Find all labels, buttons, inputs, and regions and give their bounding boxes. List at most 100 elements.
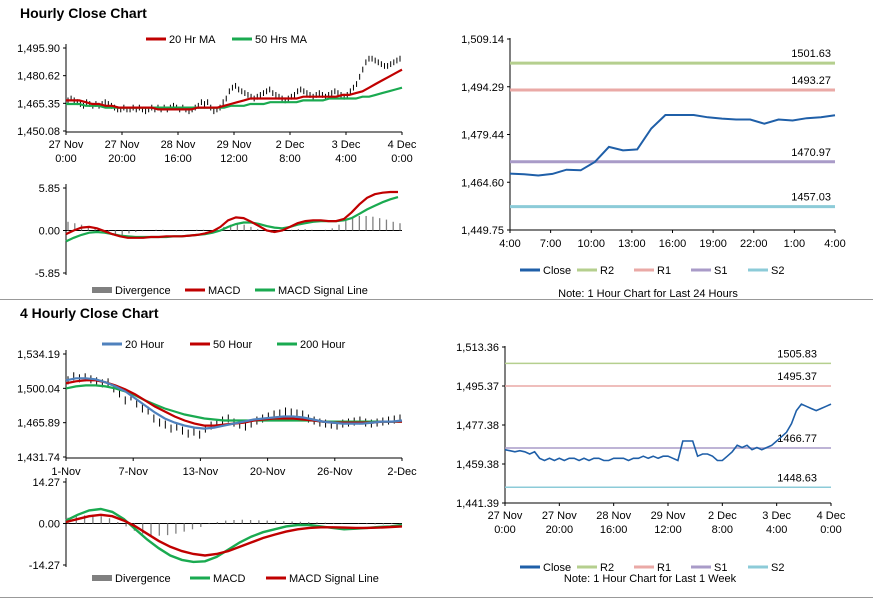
hourly-price-xtick-label: 4 Dec — [388, 139, 417, 151]
hourly-pivots-legend-s1: S1 — [714, 265, 727, 277]
hourly-price-xtick-label: 27 Nov — [49, 139, 84, 151]
hourly-pivots-ytick-label: 1,449.75 — [461, 225, 504, 237]
four-hourly-price-ytick-label: 1,500.04 — [17, 383, 60, 395]
hourly-pivots-legend-s2: S2 — [771, 265, 784, 277]
hourly-price-xtick-label: 3 Dec — [332, 139, 361, 151]
hourly-price-xtick-label: 0:00 — [55, 153, 76, 165]
hourly-pivots-s1-level-label: 1470.97 — [791, 147, 831, 159]
four-hourly-pivots-xtick-label: 4:00 — [766, 524, 787, 536]
hourly-pivots-xtick-label: 7:00 — [540, 238, 561, 250]
four-hourly-pivots-legend-r1: R1 — [657, 562, 671, 574]
hourly-macd-ytick-label: -5.85 — [35, 268, 60, 280]
hourly-pivots-legend-r1: R1 — [657, 265, 671, 277]
four-hourly-pivots-s2-level-label: 1448.63 — [777, 472, 817, 484]
hourly-price-ytick-label: 1,465.35 — [17, 98, 60, 110]
hourly-price-ytick-label: 1,480.62 — [17, 71, 60, 83]
four-hourly-pivots-xtick-label: 29 Nov — [651, 510, 686, 522]
four-hourly-pivots-xtick-label: 0:00 — [494, 524, 515, 536]
hourly-pivots-r1-level-label: 1493.27 — [791, 75, 831, 87]
four-hourly-price-ytick-label: 1,431.74 — [17, 452, 60, 464]
legend-50hr-ma: 50 Hrs MA — [255, 34, 308, 46]
four-hourly-pivots-xtick-label: 8:00 — [712, 524, 733, 536]
four-hourly-pivots-legend-r2: R2 — [600, 562, 614, 574]
hourly-pivots-xtick-label: 1:00 — [784, 238, 805, 250]
four-hourly-price-xtick-label: 1-Nov — [51, 466, 81, 478]
hourly-pivots-s2-level-label: 1457.03 — [791, 192, 831, 204]
hourly-price-xtick-label: 4:00 — [335, 153, 356, 165]
hourly-pivots-xtick-label: 4:00 — [824, 238, 845, 250]
four-hourly-pivots-r1-level-label: 1495.37 — [777, 371, 817, 383]
hourly-pivots-xtick-label: 13:00 — [618, 238, 646, 250]
four-hourly-macd-ytick-label: -14.27 — [29, 560, 60, 572]
hourly-price-ytick-label: 1,450.08 — [17, 126, 60, 138]
ma-50-line — [66, 86, 403, 109]
four-hourly-pivots-ytick-label: 1,459.38 — [456, 459, 499, 471]
legend-20-hour: 20 Hour — [125, 339, 164, 351]
four-hourly-pivots-legend-s1: S1 — [714, 562, 727, 574]
hourly-pivots-legend-close: Close — [543, 265, 571, 277]
hourly-macd-ytick-label: 5.85 — [39, 183, 60, 195]
macd-line — [65, 190, 398, 239]
hourly-pivots-r2-level-label: 1501.63 — [791, 48, 831, 60]
legend-200-hour: 200 Hour — [300, 339, 346, 351]
hourly-pivots-ytick-label: 1,509.14 — [461, 34, 504, 46]
four-hourly-pivots-xtick-label: 20:00 — [546, 524, 574, 536]
four-hourly-section-title: 4 Hourly Close Chart — [20, 305, 159, 321]
four-hourly-pivots-legend-s2: S2 — [771, 562, 784, 574]
four-hourly-pivots-xtick-label: 16:00 — [600, 524, 628, 536]
four-hourly-pivots-xtick-label: 27 Nov — [542, 510, 577, 522]
four-hourly-pivots-xtick-label: 2 Dec — [708, 510, 737, 522]
hourly-price-xtick-label: 27 Nov — [105, 139, 140, 151]
hourly-pivots-note: Note: 1 Hour Chart for Last 24 Hours — [558, 288, 738, 300]
four-hourly-pivots-r2-level-label: 1505.83 — [777, 348, 817, 360]
hourly-pivots-xtick-label: 19:00 — [699, 238, 727, 250]
hourly-price-xtick-label: 16:00 — [164, 153, 192, 165]
legend-20hr-ma: 20 Hr MA — [169, 34, 216, 46]
four-hourly-pivots-ytick-label: 1,495.37 — [456, 381, 499, 393]
ma-20h-line — [65, 377, 403, 430]
legend-divergence: Divergence — [115, 285, 171, 297]
four-hourly-pivots-xtick-label: 28 Nov — [596, 510, 631, 522]
hourly-section-title: Hourly Close Chart — [20, 5, 147, 21]
four-hourly-pivots-xtick-label: 0:00 — [820, 524, 841, 536]
four-hourly-price-xtick-label: 26-Nov — [317, 466, 353, 478]
four-hourly-macd-ytick-label: 14.27 — [32, 477, 60, 489]
four-hourly-pivots-xtick-label: 27 Nov — [488, 510, 523, 522]
four-hourly-pivots-ytick-label: 1,513.36 — [456, 342, 499, 354]
four-hourly-pivots-xtick-label: 4 Dec — [817, 510, 846, 522]
four-hourly-price-xtick-label: 7-Nov — [119, 466, 149, 478]
four-hourly-pivots-note: Note: 1 Hour Chart for Last 1 Week — [564, 573, 737, 585]
legend-macd-signal: MACD Signal Line — [278, 285, 368, 297]
four-hourly-pivots-ytick-label: 1,477.38 — [456, 420, 499, 432]
hourly-pivots-xtick-label: 4:00 — [499, 238, 520, 250]
four-hourly-macd-ytick-label: 0.00 — [39, 519, 60, 531]
hourly-macd-ytick-label: 0.00 — [39, 226, 60, 238]
section-divider — [0, 299, 873, 300]
macd-signal-line — [65, 513, 403, 557]
four-hourly-price-ytick-label: 1,465.89 — [17, 418, 60, 430]
legend-macd-signal: MACD Signal Line — [289, 573, 379, 585]
hourly-pivots-close-line — [509, 114, 836, 177]
hourly-price-xtick-label: 0:00 — [391, 153, 412, 165]
four-hourly-pivots-xtick-label: 3 Dec — [762, 510, 791, 522]
hourly-price-xtick-label: 8:00 — [279, 153, 300, 165]
four-hourly-price-xtick-label: 13-Nov — [183, 466, 219, 478]
ma-20-line — [66, 68, 403, 111]
legend-divergence: Divergence — [115, 573, 171, 585]
hourly-pivots-xtick-label: 10:00 — [577, 238, 605, 250]
four-hourly-price-xtick-label: 2-Dec — [387, 466, 417, 478]
hourly-price-ytick-label: 1,495.90 — [17, 43, 60, 55]
ma-200-line — [65, 384, 402, 423]
legend-macd: MACD — [208, 285, 240, 297]
legend-macd: MACD — [213, 573, 245, 585]
hourly-price-xtick-label: 12:00 — [220, 153, 248, 165]
hourly-price-xtick-label: 29 Nov — [217, 139, 252, 151]
hourly-pivots-legend-r2: R2 — [600, 265, 614, 277]
hourly-pivots-ytick-label: 1,464.60 — [461, 177, 504, 189]
macd-line — [65, 507, 403, 564]
hourly-price-xtick-label: 28 Nov — [161, 139, 196, 151]
four-hourly-pivots-close-line — [504, 403, 832, 462]
hourly-pivots-ytick-label: 1,479.44 — [461, 130, 504, 142]
hourly-pivots-ytick-label: 1,494.29 — [461, 82, 504, 94]
